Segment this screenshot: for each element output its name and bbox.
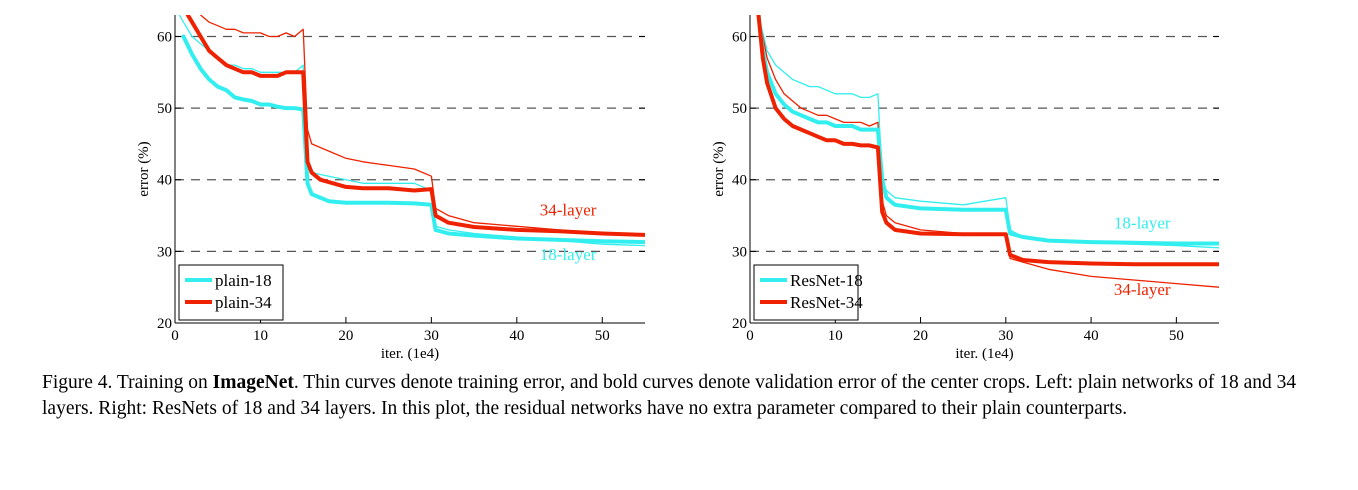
x-tick-label: 40 (1084, 328, 1099, 344)
legend-label: ResNet-34 (790, 293, 863, 312)
figure-caption: Figure 4. Training on ImageNet. Thin cur… (42, 370, 1327, 422)
x-tick-label: 40 (509, 328, 524, 344)
x-tick-label: 0 (171, 328, 179, 344)
x-tick-label: 50 (1169, 328, 1184, 344)
series-resnet-34-validation-line (756, 15, 1219, 267)
y-tick-label: 20 (157, 316, 172, 332)
legend-label: plain-18 (215, 271, 272, 290)
y-tick-label: 30 (732, 244, 747, 260)
series-annotation-label: 18-layer (1114, 213, 1171, 232)
series-resnet-34-training-line (757, 15, 1219, 288)
caption-rest: . Thin curves denote training error, and… (42, 372, 1297, 419)
x-tick-label: 30 (998, 328, 1013, 344)
x-axis-label: iter. (1e4) (381, 346, 439, 362)
x-tick-label: 10 (253, 328, 268, 344)
chart-panel-2: 20 30 40 50 60 0 10 20 30 40 50 iter. (1e4) error (%… (711, 15, 1219, 362)
y-tick-label: 60 (157, 29, 172, 45)
y-tick-label: 50 (157, 101, 172, 117)
x-tick-label: 20 (913, 328, 928, 344)
caption-prefix: Figure 4. Training on (42, 372, 213, 393)
legend-label: plain-34 (215, 293, 272, 312)
series-annotation-label: 34-layer (540, 201, 597, 220)
y-axis-label: error (%) (711, 141, 727, 196)
x-tick-label: 0 (746, 328, 754, 344)
caption-bold: ImageNet (212, 372, 294, 393)
y-tick-label: 50 (732, 101, 747, 117)
chart-panel-1: 20 30 40 50 60 0 10 20 30 40 50 iter. (1e4) error (%… (136, 15, 645, 362)
legend-box (178, 264, 284, 321)
series-plain-34-training-line (199, 15, 645, 237)
legend-box (753, 264, 859, 321)
y-tick-label: 30 (157, 244, 172, 260)
x-tick-label: 30 (424, 328, 439, 344)
y-tick-label: 20 (732, 316, 747, 332)
y-axis-label: error (%) (136, 141, 152, 196)
series-plain-34-validation-line (185, 15, 645, 237)
y-tick-label: 40 (732, 173, 747, 189)
y-tick-label: 60 (732, 29, 747, 45)
figure-charts: 20 30 40 50 60 0 10 20 30 40 50 iter. (1e4) error (%… (136, 15, 1219, 362)
series-resnet-18-validation-line (756, 15, 1219, 246)
legend-label: ResNet-18 (790, 271, 863, 290)
x-tick-label: 10 (828, 328, 843, 344)
series-annotation-label: 34-layer (1114, 280, 1171, 299)
series-annotation-label: 18-layer (540, 245, 597, 264)
x-tick-label: 50 (595, 328, 610, 344)
x-tick-label: 20 (338, 328, 353, 344)
y-tick-label: 40 (157, 173, 172, 189)
x-axis-label: iter. (1e4) (955, 346, 1013, 362)
